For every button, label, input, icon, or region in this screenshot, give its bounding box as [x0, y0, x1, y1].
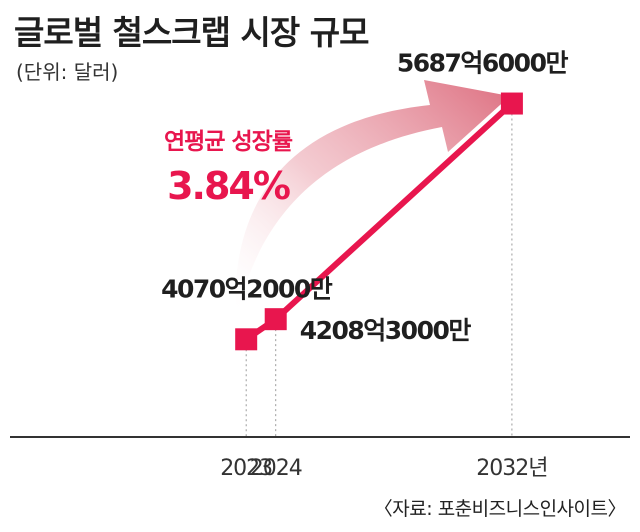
growth-rate-label: 연평균 성장률	[164, 129, 293, 155]
data-point	[235, 328, 258, 351]
growth-arrow	[235, 80, 510, 322]
page-title: 글로벌 철스크랩 시장 규모	[14, 13, 369, 52]
x-tick-label: 2024	[250, 456, 302, 481]
x-tick-label: 2032년	[476, 456, 547, 481]
source-note: 〈자료: 포춘비즈니스인사이트〉	[373, 498, 627, 520]
data-point	[500, 92, 523, 115]
data-label: 4208억3000만	[300, 316, 472, 345]
x-tick-label: 2023	[220, 456, 272, 481]
growth-rate-value: 3.84%	[167, 164, 291, 208]
data-point	[264, 308, 287, 331]
data-label: 4070억2000만	[161, 274, 333, 303]
unit-label: (단위: 달러)	[16, 60, 119, 84]
data-label: 5687억6000만	[397, 49, 569, 78]
